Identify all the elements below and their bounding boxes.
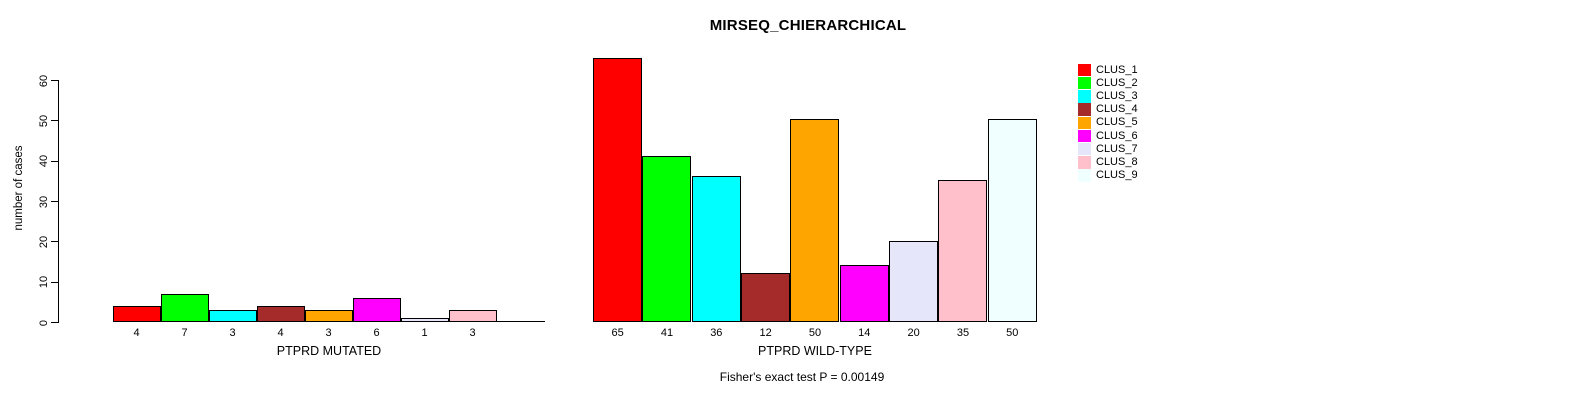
bar-value-label: 4 xyxy=(277,327,284,339)
y-axis-title-text: number of cases xyxy=(13,145,25,231)
bar-clus_7 xyxy=(889,241,939,322)
legend-swatch-clus_8 xyxy=(1078,156,1091,169)
legend-item-label: CLUS_7 xyxy=(1096,142,1138,155)
bar-value-label: 14 xyxy=(858,327,871,339)
bar-clus_7 xyxy=(400,318,449,322)
y-tick-label-text: 50 xyxy=(38,114,50,127)
fisher-test-annotation: Fisher's exact test P = 0.00149 xyxy=(719,370,885,384)
legend-item-label: CLUS_2 xyxy=(1096,76,1138,89)
bar-value-label: 50 xyxy=(1006,327,1019,339)
bar-clus_6 xyxy=(352,298,401,322)
y-tick-label-text: 20 xyxy=(38,235,50,248)
y-tick xyxy=(51,281,59,283)
y-tick xyxy=(51,241,59,243)
y-tick xyxy=(51,160,59,162)
x-axis-label-right: PTPRD WILD-TYPE xyxy=(758,344,872,358)
y-tick-label-text: 30 xyxy=(38,195,50,208)
bar-clus_2 xyxy=(160,294,209,322)
x-axis-label-left: PTPRD MUTATED xyxy=(276,344,382,358)
bar-value-label: 65 xyxy=(611,327,624,339)
chart-title: MIRSEQ_CHIERARCHICAL xyxy=(709,17,907,34)
bar-value-label: 35 xyxy=(956,327,970,339)
bar-clus_5 xyxy=(304,310,353,322)
legend-item-label: CLUS_4 xyxy=(1096,103,1138,116)
legend-swatch-clus_5 xyxy=(1078,116,1091,130)
bar-value-label: 4 xyxy=(133,327,140,339)
legend-item-label: CLUS_6 xyxy=(1096,129,1138,142)
y-tick-label-text: 0 xyxy=(38,319,50,326)
bar-clus_1 xyxy=(593,58,643,322)
bar-clus_9 xyxy=(987,119,1037,322)
legend-item-label: CLUS_8 xyxy=(1096,155,1138,168)
bar-value-label: 20 xyxy=(907,327,920,339)
bar-clus_3 xyxy=(691,176,741,322)
bar-value-label: 7 xyxy=(181,327,188,339)
legend-swatch-clus_4 xyxy=(1078,103,1091,116)
y-tick xyxy=(51,322,59,323)
legend-item-label: CLUS_5 xyxy=(1096,116,1138,129)
legend-item-label: CLUS_1 xyxy=(1096,63,1138,76)
legend-item-label: CLUS_3 xyxy=(1096,89,1138,102)
legend-swatch-clus_1 xyxy=(1078,63,1091,77)
bar-clus_3 xyxy=(208,310,257,322)
bar-clus_9-zero xyxy=(496,321,545,322)
legend-swatch-clus_2 xyxy=(1078,76,1091,90)
legend-item-label: CLUS_9 xyxy=(1096,169,1138,182)
bar-value-label: 3 xyxy=(229,327,236,339)
y-tick-label-text: 40 xyxy=(38,155,50,168)
y-tick-label-text: 10 xyxy=(38,276,50,289)
bar-clus_5 xyxy=(790,119,840,322)
bar-value-label: 3 xyxy=(469,327,476,339)
bar-value-label: 50 xyxy=(808,327,822,339)
legend-swatch-clus_3 xyxy=(1078,90,1091,103)
bar-value-label: 36 xyxy=(710,327,723,339)
y-tick xyxy=(51,120,59,122)
bar-clus_1 xyxy=(112,306,161,322)
legend-swatch-clus_6 xyxy=(1078,129,1091,143)
bar-value-label: 3 xyxy=(325,327,332,339)
bar-clus_8 xyxy=(938,180,988,322)
y-tick-label-text: 60 xyxy=(38,74,50,87)
bar-clus_8 xyxy=(448,310,497,322)
bar-clus_4 xyxy=(741,273,791,322)
y-tick xyxy=(51,201,59,202)
bar-value-label: 6 xyxy=(373,327,380,339)
bar-clus_6 xyxy=(839,265,889,322)
bar-value-label: 1 xyxy=(421,327,428,339)
y-tick xyxy=(51,80,59,82)
bar-clus_2 xyxy=(642,156,692,322)
bar-value-label: 12 xyxy=(759,327,772,339)
bar-clus_4 xyxy=(256,306,305,322)
legend-swatch-clus_7 xyxy=(1078,142,1091,156)
bar-value-label: 41 xyxy=(660,327,674,339)
legend-swatch-clus_9 xyxy=(1078,169,1091,182)
